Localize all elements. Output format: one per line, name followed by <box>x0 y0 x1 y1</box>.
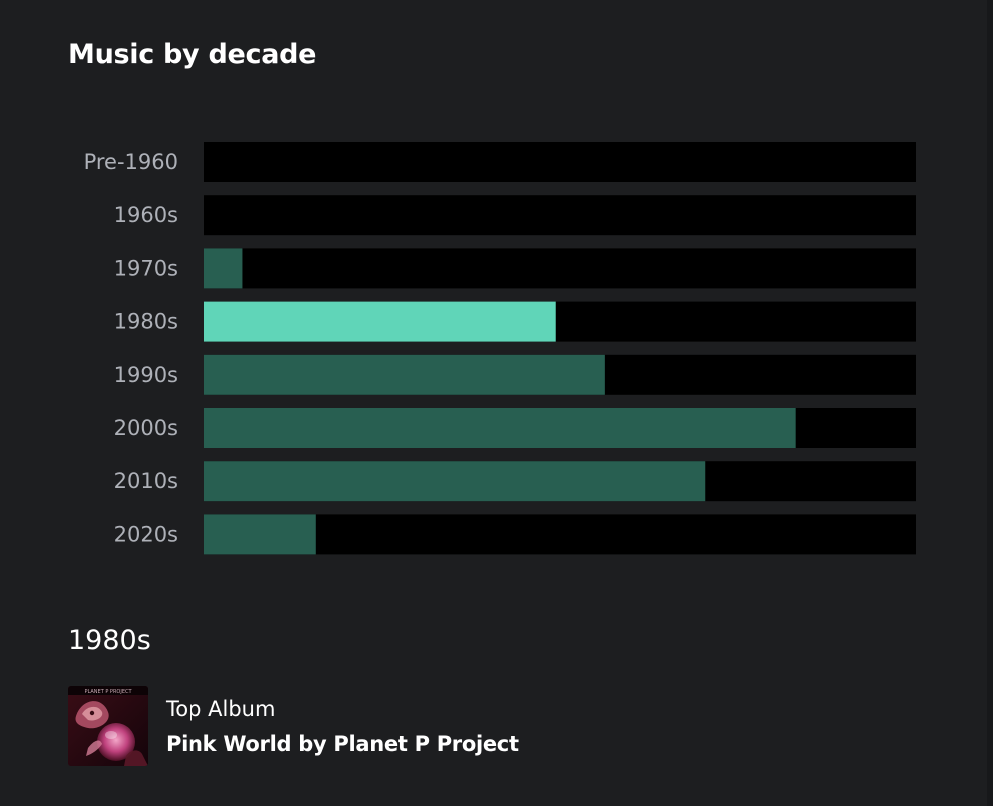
selected-decade-heading: 1980s <box>68 625 151 656</box>
bar-2010s[interactable] <box>204 461 706 502</box>
top-album-title[interactable]: Pink World by Planet P Project <box>166 732 519 756</box>
album-cover-icon: PLANET P PROJECT <box>68 686 148 766</box>
category-label-1970s: 1970s <box>114 256 178 280</box>
svg-text:PLANET P PROJECT: PLANET P PROJECT <box>84 689 132 695</box>
category-label-2010s: 2010s <box>114 469 178 493</box>
bar-track-1970s[interactable] <box>204 248 916 289</box>
top-album-label: Top Album <box>166 697 276 721</box>
category-label-1960s: 1960s <box>114 203 178 227</box>
album-cover-image[interactable]: PLANET P PROJECT <box>68 686 148 766</box>
right-edge-divider <box>987 0 993 806</box>
bar-2000s[interactable] <box>204 408 796 448</box>
bar-1990s[interactable] <box>204 354 605 395</box>
decade-bar-chart: Pre-1960 1960s 1970s 1980s 1990s 2000s 2010s 20… <box>84 142 916 555</box>
bar-track-2020s[interactable] <box>204 514 916 555</box>
album-meta: Top Album Pink World by Planet P Project <box>166 694 519 759</box>
page-title: Music by decade <box>68 39 317 70</box>
category-label-2020s: 2020s <box>114 522 178 546</box>
category-label-1980s: 1980s <box>114 310 178 334</box>
category-label-2000s: 2000s <box>114 416 178 440</box>
top-album-card: PLANET P PROJECT Top Album Pink World by… <box>68 686 668 766</box>
bar-track-pre-1960[interactable] <box>204 142 916 182</box>
category-label-pre-1960: Pre-1960 <box>84 150 178 174</box>
bar-1970s[interactable] <box>204 248 243 289</box>
bar-track-1960s[interactable] <box>204 195 916 236</box>
bar-1980s[interactable] <box>204 301 556 342</box>
bar-2020s[interactable] <box>204 514 316 555</box>
category-label-1990s: 1990s <box>114 363 178 387</box>
